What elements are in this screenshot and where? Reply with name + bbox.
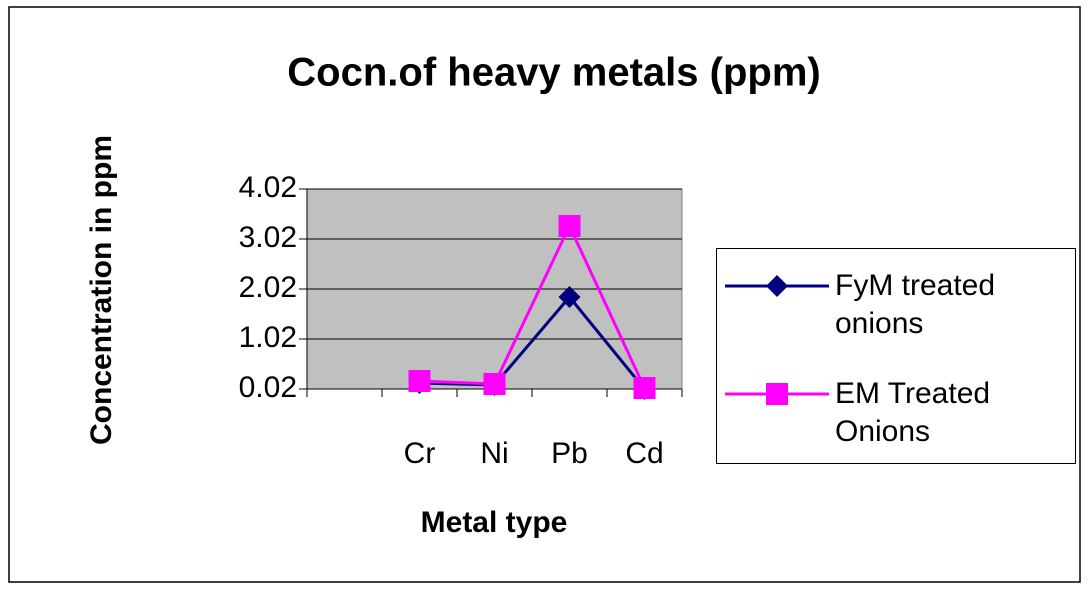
- y-tick-label: 2.02: [239, 271, 297, 304]
- y-tick-label: 0.02: [239, 371, 297, 404]
- data-point: [483, 373, 506, 395]
- y-tick-label: 1.02: [239, 321, 297, 354]
- y-axis-label: Concentration in ppm: [85, 135, 118, 445]
- x-tick-label: Cd: [625, 437, 663, 470]
- x-tick-label: Ni: [480, 437, 508, 470]
- data-point: [633, 377, 656, 399]
- chart-title: Cocn.of heavy metals (ppm): [287, 51, 820, 95]
- x-tick-label: Pb: [551, 437, 588, 470]
- legend: FyM treated onions EM Treated Onions: [716, 248, 1076, 464]
- legend-label: FyM treated onions: [835, 269, 996, 340]
- legend-marker: [766, 383, 788, 405]
- x-axis-label: Metal type: [421, 506, 568, 539]
- data-point: [558, 215, 581, 237]
- legend-marker: [766, 275, 788, 297]
- data-point: [558, 286, 581, 308]
- y-tick-label: 3.02: [239, 221, 297, 254]
- data-point: [408, 370, 431, 392]
- legend-label: EM Treated Onions: [835, 377, 991, 448]
- y-tick-label: 4.02: [239, 171, 297, 204]
- legend-keys: [725, 275, 829, 405]
- series-line: [419, 222, 646, 389]
- x-tick-label: Cr: [404, 437, 436, 470]
